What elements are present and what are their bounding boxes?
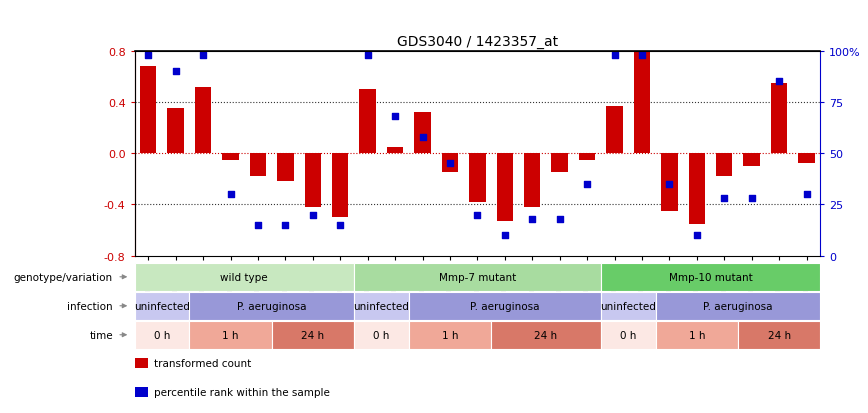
- Point: [168, 69, 182, 75]
- Point: [553, 216, 567, 223]
- Text: 0 h: 0 h: [620, 330, 636, 340]
- Bar: [524, 154, 541, 207]
- Bar: [168, 109, 184, 154]
- Text: 0 h: 0 h: [373, 330, 390, 340]
- Text: 24 h: 24 h: [767, 330, 791, 340]
- Bar: [601, 263, 820, 291]
- Text: wild type: wild type: [220, 272, 268, 282]
- Text: infection: infection: [67, 301, 113, 311]
- Bar: [332, 154, 348, 218]
- Bar: [359, 90, 376, 154]
- Bar: [222, 154, 239, 160]
- Point: [416, 134, 430, 141]
- Bar: [491, 321, 601, 349]
- Bar: [799, 154, 815, 164]
- Point: [388, 114, 402, 120]
- Point: [333, 222, 347, 229]
- Point: [608, 52, 621, 59]
- Point: [690, 232, 704, 239]
- Bar: [409, 292, 601, 320]
- Point: [498, 232, 512, 239]
- Bar: [189, 321, 272, 349]
- Text: uninfected: uninfected: [353, 301, 410, 311]
- Bar: [387, 147, 404, 154]
- Text: uninfected: uninfected: [601, 301, 656, 311]
- Text: 24 h: 24 h: [301, 330, 325, 340]
- Text: percentile rank within the sample: percentile rank within the sample: [154, 387, 330, 397]
- Bar: [634, 52, 650, 154]
- Point: [224, 192, 238, 198]
- Text: P. aeruginosa: P. aeruginosa: [470, 301, 540, 311]
- Bar: [354, 321, 409, 349]
- Point: [141, 52, 155, 59]
- Bar: [414, 113, 431, 154]
- Point: [306, 212, 319, 218]
- Bar: [354, 292, 409, 320]
- Point: [745, 195, 759, 202]
- Bar: [688, 154, 705, 224]
- Text: Mmp-10 mutant: Mmp-10 mutant: [668, 272, 753, 282]
- Bar: [272, 321, 354, 349]
- Bar: [655, 292, 820, 320]
- Text: uninfected: uninfected: [134, 301, 190, 311]
- Point: [361, 52, 375, 59]
- Point: [196, 52, 210, 59]
- Point: [580, 181, 594, 188]
- Bar: [195, 88, 211, 154]
- Bar: [277, 154, 293, 182]
- Text: 1 h: 1 h: [688, 330, 705, 340]
- Text: P. aeruginosa: P. aeruginosa: [703, 301, 773, 311]
- Bar: [135, 321, 189, 349]
- Point: [662, 181, 676, 188]
- Point: [525, 216, 539, 223]
- Bar: [135, 263, 354, 291]
- Point: [251, 222, 265, 229]
- Bar: [601, 321, 655, 349]
- Text: genotype/variation: genotype/variation: [14, 272, 113, 282]
- Bar: [579, 154, 595, 160]
- Bar: [250, 154, 266, 177]
- Text: time: time: [89, 330, 113, 340]
- Point: [773, 79, 786, 85]
- Bar: [189, 292, 354, 320]
- Bar: [661, 154, 678, 211]
- Text: transformed count: transformed count: [154, 358, 251, 368]
- Bar: [305, 154, 321, 207]
- Bar: [601, 292, 655, 320]
- Text: 1 h: 1 h: [442, 330, 458, 340]
- Bar: [716, 154, 733, 177]
- Bar: [655, 321, 738, 349]
- Point: [799, 192, 813, 198]
- Title: GDS3040 / 1423357_at: GDS3040 / 1423357_at: [397, 35, 558, 49]
- Bar: [409, 321, 491, 349]
- Point: [717, 195, 731, 202]
- Text: 24 h: 24 h: [535, 330, 557, 340]
- Text: 0 h: 0 h: [154, 330, 170, 340]
- Text: P. aeruginosa: P. aeruginosa: [237, 301, 306, 311]
- Bar: [551, 154, 568, 173]
- Bar: [738, 321, 820, 349]
- Point: [279, 222, 293, 229]
- Bar: [354, 263, 601, 291]
- Bar: [135, 292, 189, 320]
- Bar: [140, 67, 156, 154]
- Text: Mmp-7 mutant: Mmp-7 mutant: [439, 272, 516, 282]
- Point: [635, 52, 649, 59]
- Bar: [496, 154, 513, 221]
- Bar: [771, 83, 787, 154]
- Bar: [744, 154, 760, 166]
- Bar: [442, 154, 458, 173]
- Text: 1 h: 1 h: [222, 330, 239, 340]
- Point: [470, 212, 484, 218]
- Bar: [607, 107, 622, 154]
- Point: [443, 161, 457, 167]
- Bar: [470, 154, 485, 202]
